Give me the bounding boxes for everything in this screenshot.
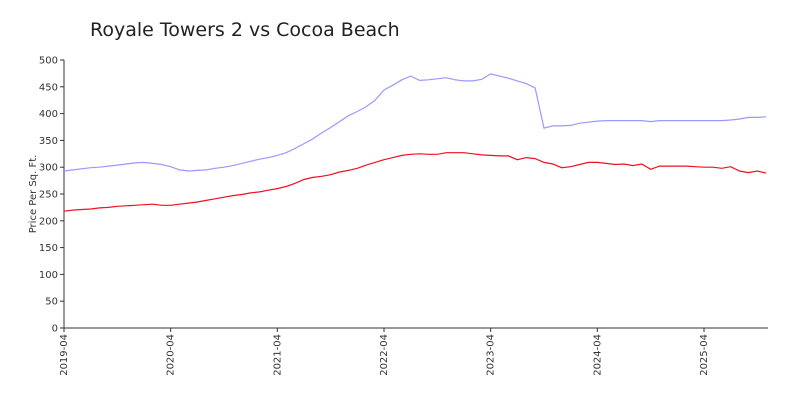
x-tick-label: 2025-04 — [699, 334, 710, 376]
y-axis-label: Price Per Sq. Ft. — [28, 155, 39, 234]
y-tick-label: 50 — [45, 297, 58, 308]
y-tick-label: 0 — [52, 324, 58, 335]
x-tick-label: 2023-04 — [486, 334, 497, 376]
y-tick-label: 500 — [39, 56, 58, 67]
x-tick-label: 2024-04 — [592, 334, 603, 376]
x-tick-label: 2021-04 — [272, 334, 283, 376]
y-tick-label: 400 — [39, 109, 58, 120]
x-tick-label: 2019-04 — [59, 334, 70, 376]
chart-title: Royale Towers 2 vs Cocoa Beach — [90, 19, 400, 41]
y-tick-label: 450 — [39, 82, 58, 93]
y-tick-label: 350 — [39, 136, 58, 147]
y-tick-label: 250 — [39, 190, 58, 201]
y-tick-label: 200 — [39, 216, 58, 227]
line-series — [63, 73, 767, 172]
line-series — [63, 152, 767, 212]
x-tick-label: 2020-04 — [166, 334, 177, 376]
y-tick-label: 150 — [39, 243, 58, 254]
y-tick-label: 300 — [39, 163, 58, 174]
x-tick-label: 2022-04 — [379, 334, 390, 376]
y-tick-label: 100 — [39, 270, 58, 281]
